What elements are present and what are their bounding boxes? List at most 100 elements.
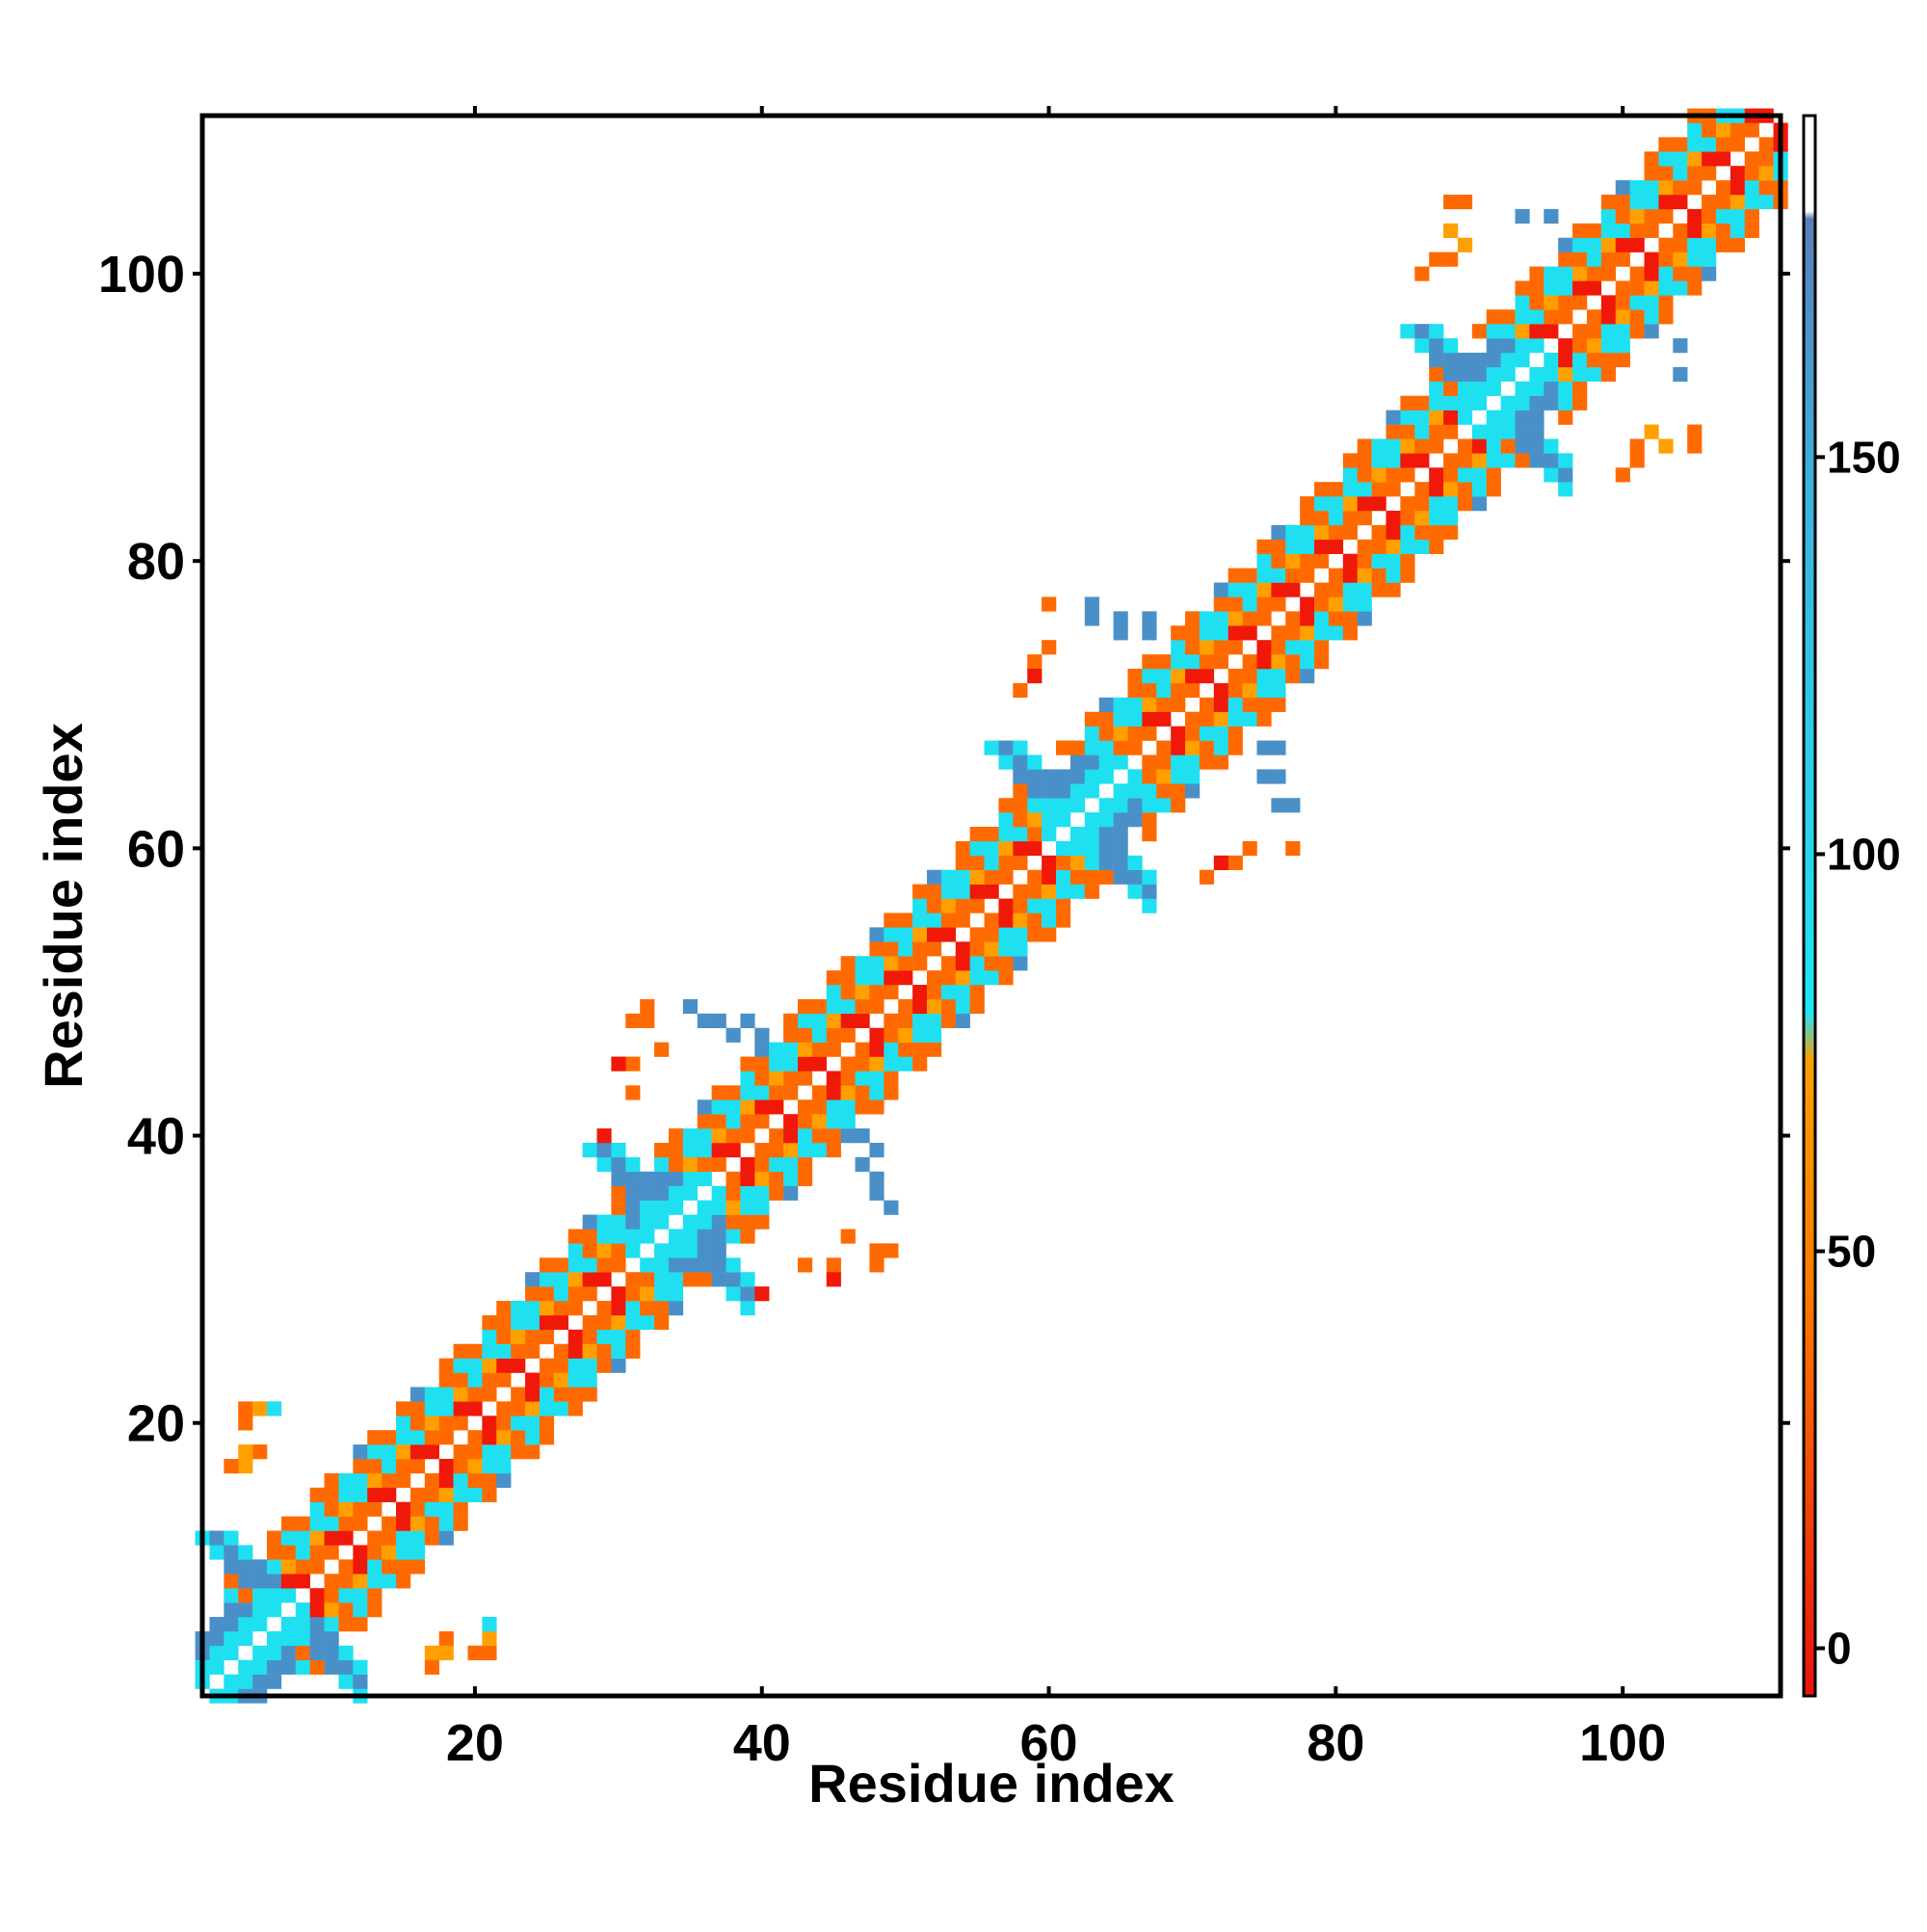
x-tick-label: 40 bbox=[733, 1714, 791, 1772]
heatmap-cell bbox=[1213, 682, 1228, 699]
heatmap-cell bbox=[1213, 625, 1228, 641]
heatmap-cell bbox=[1256, 682, 1272, 699]
heatmap-cell bbox=[1443, 338, 1459, 354]
heatmap-cell bbox=[682, 1171, 699, 1186]
heatmap-cell bbox=[1127, 682, 1143, 699]
heatmap-cell bbox=[1156, 769, 1172, 784]
heatmap-cell bbox=[984, 855, 999, 870]
heatmap-cell bbox=[884, 1200, 899, 1215]
heatmap-cell bbox=[1371, 568, 1386, 583]
heatmap-cell bbox=[238, 1401, 253, 1416]
heatmap-cell bbox=[926, 1027, 942, 1043]
heatmap-cell bbox=[596, 1243, 612, 1258]
heatmap-cell bbox=[1371, 553, 1386, 569]
heatmap-cell bbox=[453, 1459, 468, 1474]
heatmap-cell bbox=[697, 1243, 712, 1258]
heatmap-cell bbox=[1386, 582, 1401, 597]
heatmap-cell bbox=[826, 1272, 841, 1287]
heatmap-cell bbox=[353, 1659, 368, 1675]
heatmap-cell bbox=[1285, 582, 1301, 597]
heatmap-cell bbox=[1572, 237, 1588, 252]
heatmap-cell bbox=[1558, 366, 1573, 383]
heatmap-cell bbox=[998, 927, 1014, 942]
heatmap-cell bbox=[1042, 596, 1057, 612]
heatmap-cell bbox=[1027, 754, 1043, 770]
heatmap-cell bbox=[1142, 754, 1157, 770]
heatmap-cell bbox=[1744, 208, 1759, 225]
heatmap-cell bbox=[1658, 266, 1674, 281]
heatmap-cell bbox=[955, 970, 970, 986]
heatmap-cell bbox=[1142, 769, 1157, 784]
heatmap-cell bbox=[1744, 166, 1759, 181]
heatmap-cell bbox=[998, 913, 1014, 928]
heatmap-cell bbox=[869, 927, 884, 942]
heatmap-cell bbox=[209, 1617, 224, 1632]
heatmap-cell bbox=[969, 941, 985, 957]
heatmap-cell bbox=[1199, 654, 1215, 670]
heatmap-cell bbox=[467, 1472, 483, 1489]
heatmap-cell bbox=[1056, 855, 1071, 870]
heatmap-cell bbox=[826, 1013, 841, 1028]
heatmap-cell bbox=[926, 927, 942, 942]
heatmap-cell bbox=[1615, 324, 1630, 339]
heatmap-cell bbox=[1529, 324, 1544, 339]
heatmap-cell bbox=[1314, 625, 1330, 641]
heatmap-cell bbox=[682, 1156, 699, 1173]
heatmap-cell bbox=[1242, 582, 1257, 597]
heatmap-cell bbox=[1084, 827, 1099, 842]
heatmap-cell bbox=[969, 855, 985, 870]
heatmap-cell bbox=[1443, 395, 1459, 410]
heatmap-cell bbox=[969, 998, 985, 1015]
heatmap-cell bbox=[740, 1156, 755, 1173]
heatmap-cell bbox=[1429, 424, 1444, 439]
heatmap-cell bbox=[496, 1444, 512, 1460]
heatmap-cell bbox=[525, 1387, 541, 1402]
heatmap-cell bbox=[1213, 855, 1228, 870]
heatmap-cell bbox=[1429, 324, 1444, 339]
heatmap-cell bbox=[324, 1659, 339, 1675]
heatmap-cell bbox=[1142, 726, 1157, 741]
heatmap-cell bbox=[1042, 640, 1057, 655]
heatmap-cell bbox=[1673, 151, 1688, 167]
heatmap-cell bbox=[309, 1645, 325, 1660]
heatmap-cell bbox=[855, 1156, 870, 1173]
heatmap-cell bbox=[438, 1645, 454, 1660]
heatmap-cell bbox=[1371, 496, 1386, 512]
heatmap-cell bbox=[940, 970, 957, 986]
heatmap-cell bbox=[582, 1229, 597, 1244]
heatmap-cell bbox=[582, 1257, 597, 1273]
heatmap-cell bbox=[1300, 625, 1315, 641]
heatmap-cell bbox=[409, 1444, 426, 1460]
heatmap-cell bbox=[1529, 438, 1544, 454]
heatmap-cell bbox=[1285, 611, 1301, 626]
heatmap-cell bbox=[625, 1214, 641, 1230]
heatmap-cell bbox=[1271, 682, 1286, 699]
heatmap-cell bbox=[1729, 195, 1746, 210]
heatmap-cell bbox=[1600, 223, 1617, 238]
heatmap-cell bbox=[783, 1156, 799, 1173]
heatmap-cell bbox=[467, 1444, 483, 1460]
heatmap-cell bbox=[338, 1559, 354, 1575]
heatmap-cell bbox=[1185, 754, 1201, 770]
heatmap-cell bbox=[1342, 496, 1358, 512]
heatmap-cell bbox=[1285, 539, 1301, 554]
heatmap-cell bbox=[367, 1530, 383, 1546]
heatmap-cell bbox=[1615, 280, 1630, 296]
heatmap-cell bbox=[1515, 424, 1530, 439]
heatmap-cell bbox=[1084, 726, 1099, 741]
heatmap-cell bbox=[1271, 596, 1286, 612]
heatmap-cell bbox=[539, 1286, 555, 1302]
heatmap-cell bbox=[324, 1630, 339, 1647]
heatmap-cell bbox=[453, 1472, 468, 1489]
heatmap-cell bbox=[711, 1243, 726, 1258]
heatmap-cell bbox=[1371, 582, 1386, 597]
heatmap-cell bbox=[711, 1013, 726, 1028]
heatmap-cell bbox=[1414, 424, 1430, 439]
heatmap-cell bbox=[582, 1329, 597, 1344]
heatmap-cell bbox=[912, 1013, 928, 1028]
heatmap-cell bbox=[511, 1329, 526, 1344]
heatmap-cell bbox=[1629, 280, 1645, 296]
heatmap-cell bbox=[424, 1501, 439, 1517]
colorbar-gradient bbox=[1804, 116, 1815, 1696]
heatmap-cell bbox=[1013, 754, 1028, 770]
